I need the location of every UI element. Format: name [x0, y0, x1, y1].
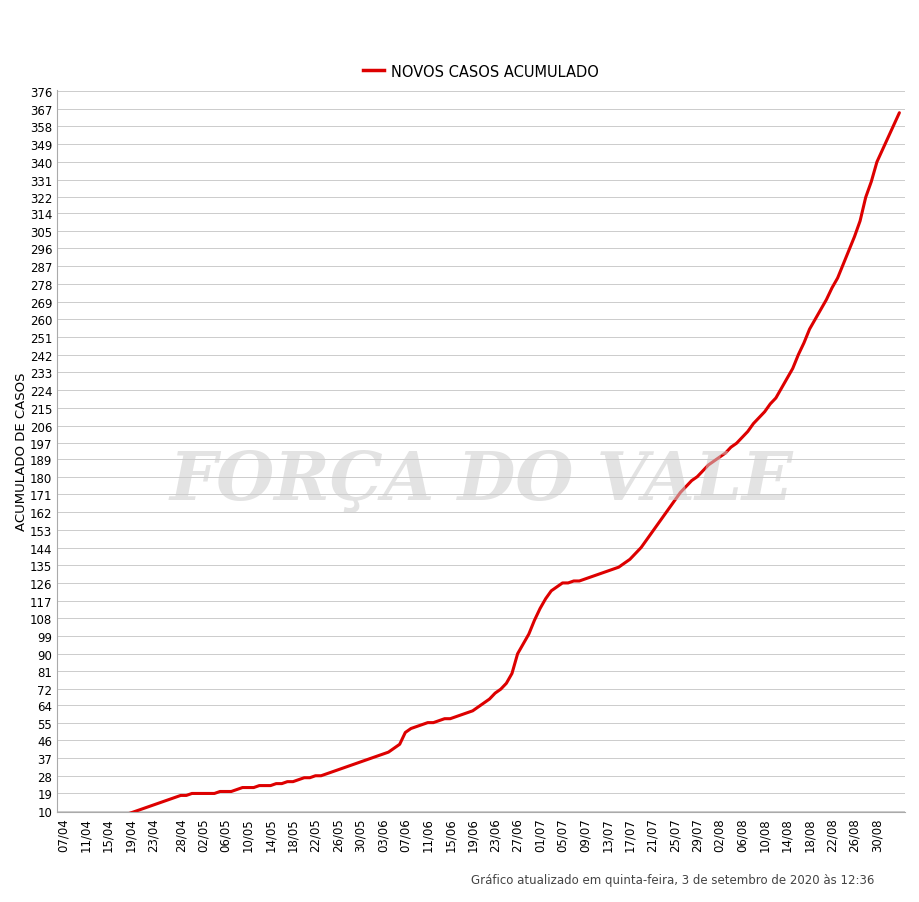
Legend: NOVOS CASOS ACUMULADO: NOVOS CASOS ACUMULADO: [357, 59, 604, 86]
Y-axis label: ACUMULADO DE CASOS: ACUMULADO DE CASOS: [15, 373, 28, 530]
Text: Gráfico atualizado em quinta-feira, 3 de setembro de 2020 às 12:36: Gráfico atualizado em quinta-feira, 3 de…: [471, 873, 873, 886]
Text: FORÇA DO VALE: FORÇA DO VALE: [169, 448, 792, 513]
